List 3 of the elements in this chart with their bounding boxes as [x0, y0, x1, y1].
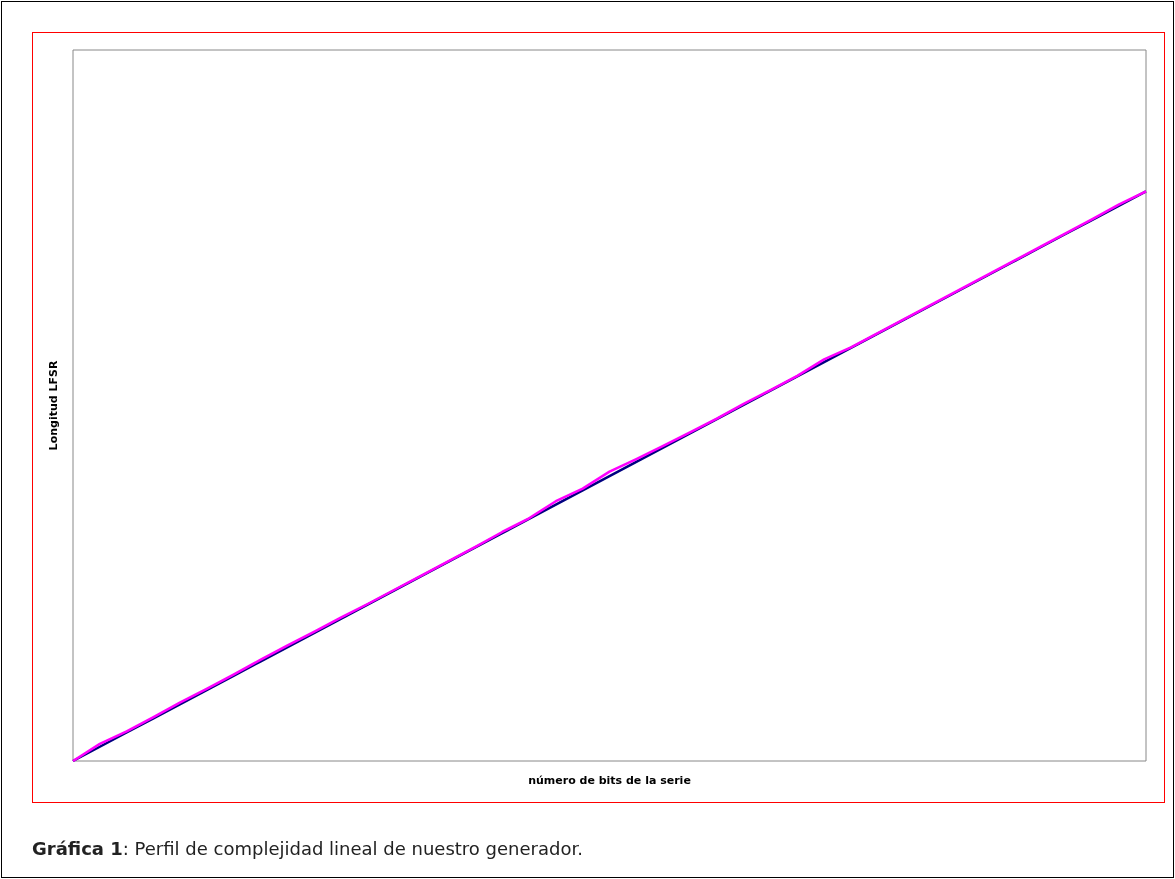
- x-axis-title: número de bits de la serie: [528, 774, 691, 787]
- y-axis-title: Longitud LFSR: [47, 360, 60, 451]
- text: Gráfica 1: Perfil de complejidad lineal de nuestro generador.: [32, 838, 583, 859]
